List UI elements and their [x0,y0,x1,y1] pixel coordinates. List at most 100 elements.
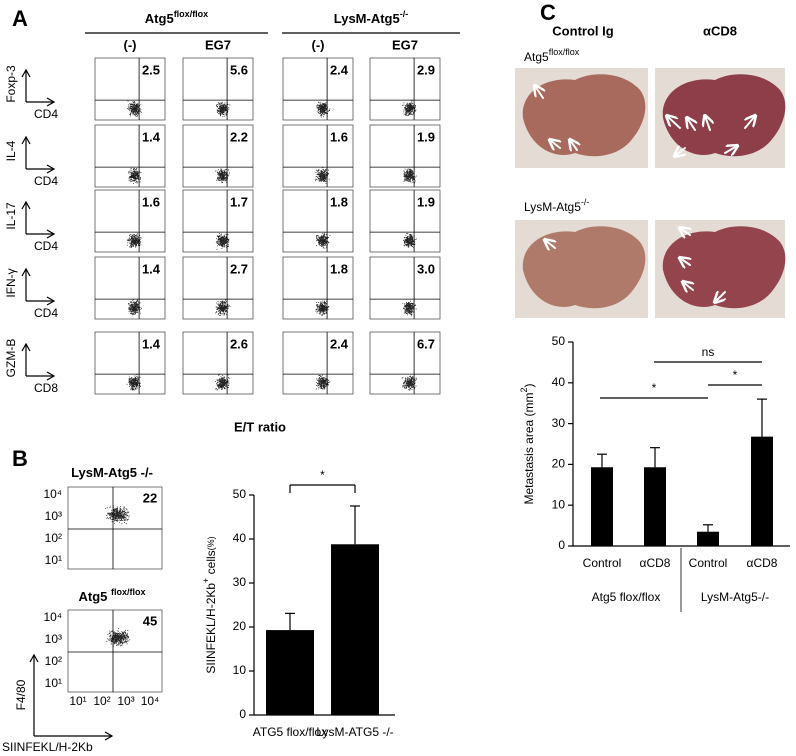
axis-label: CD4 [34,239,58,253]
axis-arrowhead [29,653,39,663]
flow-plot-frame [67,486,163,570]
y-axis-label-part: + [201,578,211,583]
axis-arrowhead [21,267,31,277]
y-tick-label: 10 [233,663,247,677]
flow-events [105,505,130,524]
bar [266,630,314,715]
flow-events [316,374,331,390]
group-header-part: -/- [400,9,409,19]
flow-events [403,167,417,184]
row-label-part: LysM-Atg5 [524,200,581,214]
group-header: LysM-Atg5-/- [334,9,408,26]
axis-arrowhead [21,342,31,352]
percentage: 1.4 [142,261,161,276]
y-axis-label-part: SIINFEKL/H-2Kb [204,583,218,674]
y-tick-label: 20 [233,619,247,633]
flow-events [402,100,417,117]
plot-title-part: LysM-Atg5 -/- [71,465,153,480]
bar [751,436,773,546]
axis-arrowhead [104,731,114,741]
significance-label: * [652,381,657,395]
flow-plot-frame [282,124,354,188]
percentage: 1.7 [230,194,248,209]
liver-photo [655,220,786,318]
axis-label: F4/80 [14,679,28,710]
marker-label: IFN-γ [4,268,18,297]
y-tick-label: 40 [552,375,566,389]
percentage: 2.4 [330,336,349,351]
group-header: Atg5flox/flox [145,9,208,26]
flow-plot-frame [67,609,163,693]
flow-events [128,299,142,316]
y-tick-label: 20 [552,457,566,471]
y-axis-label-part: ) [522,383,536,387]
flow-tick-label: 10³ [45,509,62,523]
bar [331,544,379,715]
row-label: LysM-Atg5-/- [524,197,589,214]
y-tick-label: 40 [233,531,247,545]
flow-tick-label: 10² [45,654,62,668]
percentage: 1.9 [417,194,435,209]
flow-events [106,628,131,647]
percentage: 1.9 [417,129,435,144]
percentage: 3.0 [417,261,435,276]
row-label-part: Atg5 [524,50,549,64]
liver-photo [655,68,786,168]
liver-photo [515,68,648,168]
y-axis-label-part: 2 [519,387,529,392]
percentage: 1.6 [142,194,160,209]
group-header-part: flox/flox [174,9,209,19]
group-header-part: Atg5 [145,11,174,26]
x-tick-label: αCD8 [640,556,671,570]
percentage: 1.4 [142,336,161,351]
axis-label: CD4 [34,306,58,320]
group-label: Atg5 flox/flox [592,590,661,604]
row-label: Atg5flox/flox [524,47,580,64]
flow-events [316,101,331,118]
group-label: LysM-Atg5-/- [701,590,769,604]
plot-title-part: Atg5 [78,589,111,604]
column-label: EG7 [205,37,231,52]
flow-plot-frame [182,124,254,188]
flow-tick-label: 10² [93,694,110,708]
axis-arrowhead [21,200,31,210]
y-tick-label: 10 [552,497,566,511]
plot-title: LysM-Atg5 -/- [71,465,153,480]
flow-events [216,102,231,117]
flow-events [126,374,141,391]
liver-photo [515,220,648,318]
flow-tick-label: 10⁴ [43,610,62,624]
percentage: 6.7 [417,336,435,351]
y-tick-label: 0 [558,538,565,552]
x-tick-label: Control [689,556,728,570]
plot-title-part: flox/flox [111,587,146,597]
percentage: 2.9 [417,62,435,77]
axis-label: CD8 [34,381,58,395]
column-label: (-) [124,37,137,52]
y-axis-label-part: (%) [206,536,216,550]
percentage: 22 [143,490,157,505]
axis-arrowhead [46,164,56,174]
flow-plot-frame [369,256,441,320]
column-label: EG7 [392,37,418,52]
flow-plot-frame [94,189,166,253]
bar [697,531,719,546]
percentage: 2.6 [230,336,248,351]
percentage: 1.8 [330,261,348,276]
flow-plot-frame [182,57,254,121]
flow-events [215,299,231,317]
marker-label: IL-17 [4,202,18,230]
y-tick-label: 30 [233,575,247,589]
percentage: 1.4 [142,129,161,144]
flow-events [126,233,142,248]
axis-label: SIINFEKL/H-2Kb [2,740,93,754]
percentage: 2.2 [230,129,248,144]
flow-tick-label: 10³ [45,632,62,646]
x-tick-label: LysM-ATG5 -/- [316,725,393,739]
column-label: Control Ig [552,23,613,38]
axis-arrowhead [21,135,31,145]
flow-plot-frame [282,57,354,121]
panel-label: A [12,6,28,31]
flow-events [316,232,331,249]
